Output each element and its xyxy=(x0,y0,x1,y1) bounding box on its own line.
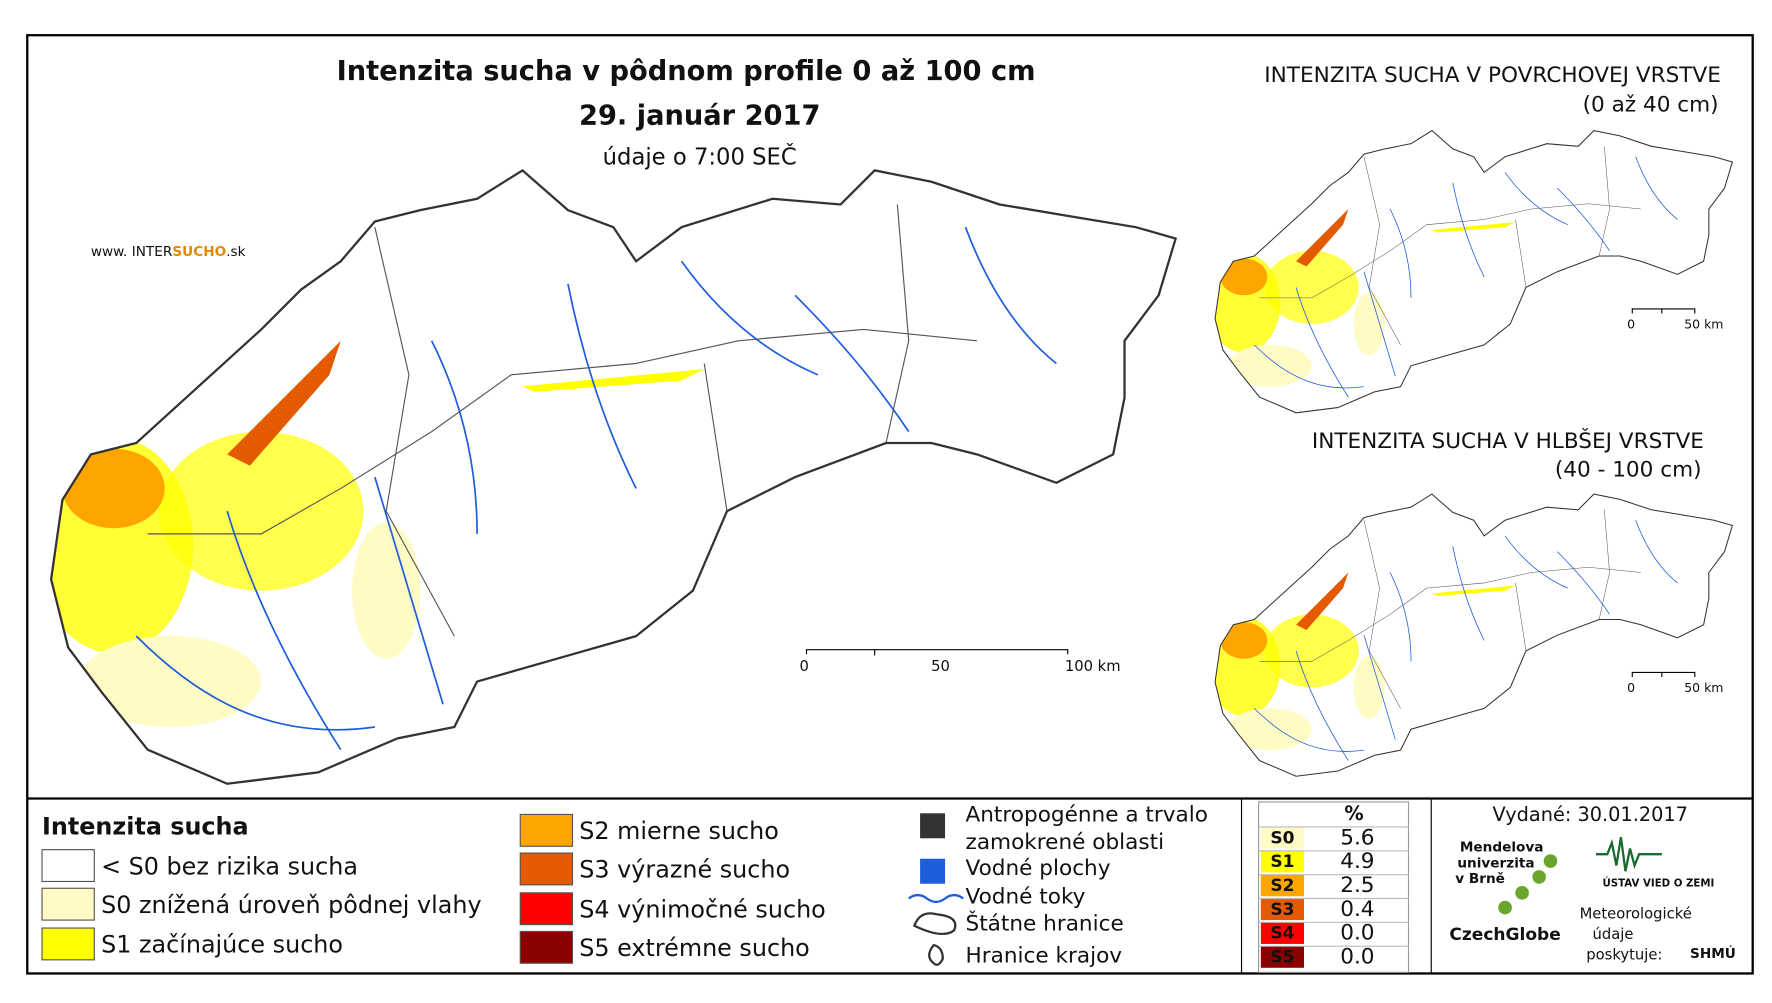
legend-label: S4 výnimočné sucho xyxy=(579,895,825,923)
class-cell xyxy=(1260,898,1305,921)
legend-label: S2 mierne sucho xyxy=(579,817,779,845)
stat-value: 0.0 xyxy=(1340,945,1374,970)
class-label: S0 xyxy=(1270,828,1294,848)
table-border xyxy=(1258,801,1410,973)
logo-text: údaje xyxy=(1593,926,1634,943)
icon-border xyxy=(912,912,957,936)
layer-icons xyxy=(908,813,964,966)
inset-subtitle: (0 až 40 cm) xyxy=(1583,93,1719,118)
legend-swatch xyxy=(41,927,95,961)
class-label: S3 xyxy=(1270,900,1294,920)
scale-label: 0 xyxy=(800,658,809,675)
scale-bar xyxy=(1631,308,1696,314)
class-cell xyxy=(1260,874,1305,897)
class-label: S2 xyxy=(1270,876,1294,896)
logos: Mendelova univerzita v Brně CzechGlobe Ú… xyxy=(1449,836,1736,963)
logo-shmu: SHMÚ xyxy=(1690,944,1736,962)
main-scale: 0 50 100 km xyxy=(800,649,1121,675)
website: www. INTERSUCHO.sk xyxy=(91,244,246,260)
class-cell xyxy=(1260,850,1305,873)
legend: < S0 bez rizika sucha S0 znížená úroveň p… xyxy=(41,813,826,964)
legend-label: S0 znížená úroveň pôdnej vlahy xyxy=(101,891,482,919)
class-label: S4 xyxy=(1270,924,1294,944)
stats-table: % S0 5.6 S1 4.9 S2 2.5 S3 0.4 S4 0.0 S5 0.0 xyxy=(1258,801,1410,973)
legend-swatch xyxy=(519,930,574,964)
stat-value: 4.9 xyxy=(1340,849,1374,874)
logo-text: Mendelova xyxy=(1460,839,1544,855)
website-part: SUCHO xyxy=(172,244,226,260)
logo-uvz-wave xyxy=(1595,836,1662,872)
class-label: S1 xyxy=(1270,852,1294,872)
logo-uvz: ÚSTAV VIED O ZEMI xyxy=(1602,877,1714,890)
logo-text: v Brně xyxy=(1455,871,1505,887)
inset-title: INTENZITA SUCHA V HLBŠEJ VRSTVE xyxy=(1312,428,1704,454)
legend-label: S5 extrémne sucho xyxy=(579,934,809,962)
legend-label: S3 výrazné sucho xyxy=(579,856,790,884)
logo-dots xyxy=(1498,854,1558,915)
class-cell xyxy=(1260,922,1305,944)
logo-text: Meteorologické xyxy=(1580,905,1692,922)
inset-map-deep xyxy=(1207,494,1732,776)
layer-label: Vodné toky xyxy=(966,884,1086,909)
icon-water xyxy=(920,858,946,884)
scale-label: 50 km xyxy=(1684,680,1723,695)
stat-value: 5.6 xyxy=(1340,825,1374,850)
scale-label: 100 km xyxy=(1065,658,1121,675)
legend-title: Intenzita sucha xyxy=(42,813,249,841)
icon-river xyxy=(908,893,964,904)
website-part: .sk xyxy=(226,244,245,260)
inset-map-surface xyxy=(1207,131,1732,413)
legend-swatch xyxy=(519,852,574,886)
title: Intenzita sucha v pôdnom profile 0 až 10… xyxy=(337,56,1036,87)
layer-label: Hranice krajov xyxy=(966,943,1123,968)
scale-label: 50 km xyxy=(1684,316,1723,331)
inset-title: INTENZITA SUCHA V POVRCHOVEJ VRSTVE xyxy=(1264,63,1721,88)
class-label: S5 xyxy=(1270,948,1294,968)
issued: Vydané: 30.01.2017 xyxy=(1493,803,1688,826)
legend-swatch xyxy=(519,813,574,847)
stat-value: 2.5 xyxy=(1340,873,1374,898)
scale-label: 50 xyxy=(931,658,950,675)
legend-label: S1 začínajúce sucho xyxy=(101,931,343,959)
logo-text: univerzita xyxy=(1457,855,1534,871)
legend-label: < S0 bez rizika sucha xyxy=(101,852,358,880)
scale-label: 0 xyxy=(1627,680,1635,695)
legend-swatch xyxy=(519,892,574,926)
legend-swatch xyxy=(41,887,95,921)
frame xyxy=(26,34,1754,975)
layer-label: Vodné plochy xyxy=(966,856,1111,881)
stat-value: 0.4 xyxy=(1340,897,1374,922)
class-cell xyxy=(1260,826,1305,849)
logo-text: poskytuje: xyxy=(1586,946,1662,963)
inset-subtitle: (40 - 100 cm) xyxy=(1555,457,1702,482)
class-cell xyxy=(1260,946,1305,968)
legend-swatch xyxy=(41,849,95,883)
layer-label: Štátne hranice xyxy=(966,911,1124,937)
icon-urban xyxy=(920,813,946,839)
scale-bar xyxy=(1631,671,1696,677)
website-part: www. INTER xyxy=(91,244,173,260)
logo-czechglobe: CzechGlobe xyxy=(1449,925,1560,945)
icon-region xyxy=(928,943,944,966)
table-header: % xyxy=(1344,802,1363,825)
stat-value: 0.0 xyxy=(1340,921,1374,946)
scale-label: 0 xyxy=(1627,316,1635,331)
layer-label: Antropogénne a trvalo xyxy=(966,803,1208,828)
layer-label: zamokrené oblasti xyxy=(966,830,1165,855)
main-map xyxy=(34,170,1176,783)
date: 29. január 2017 xyxy=(579,100,820,131)
time-note: údaje o 7:00 SEČ xyxy=(603,142,797,170)
scale-bar xyxy=(805,649,1069,656)
